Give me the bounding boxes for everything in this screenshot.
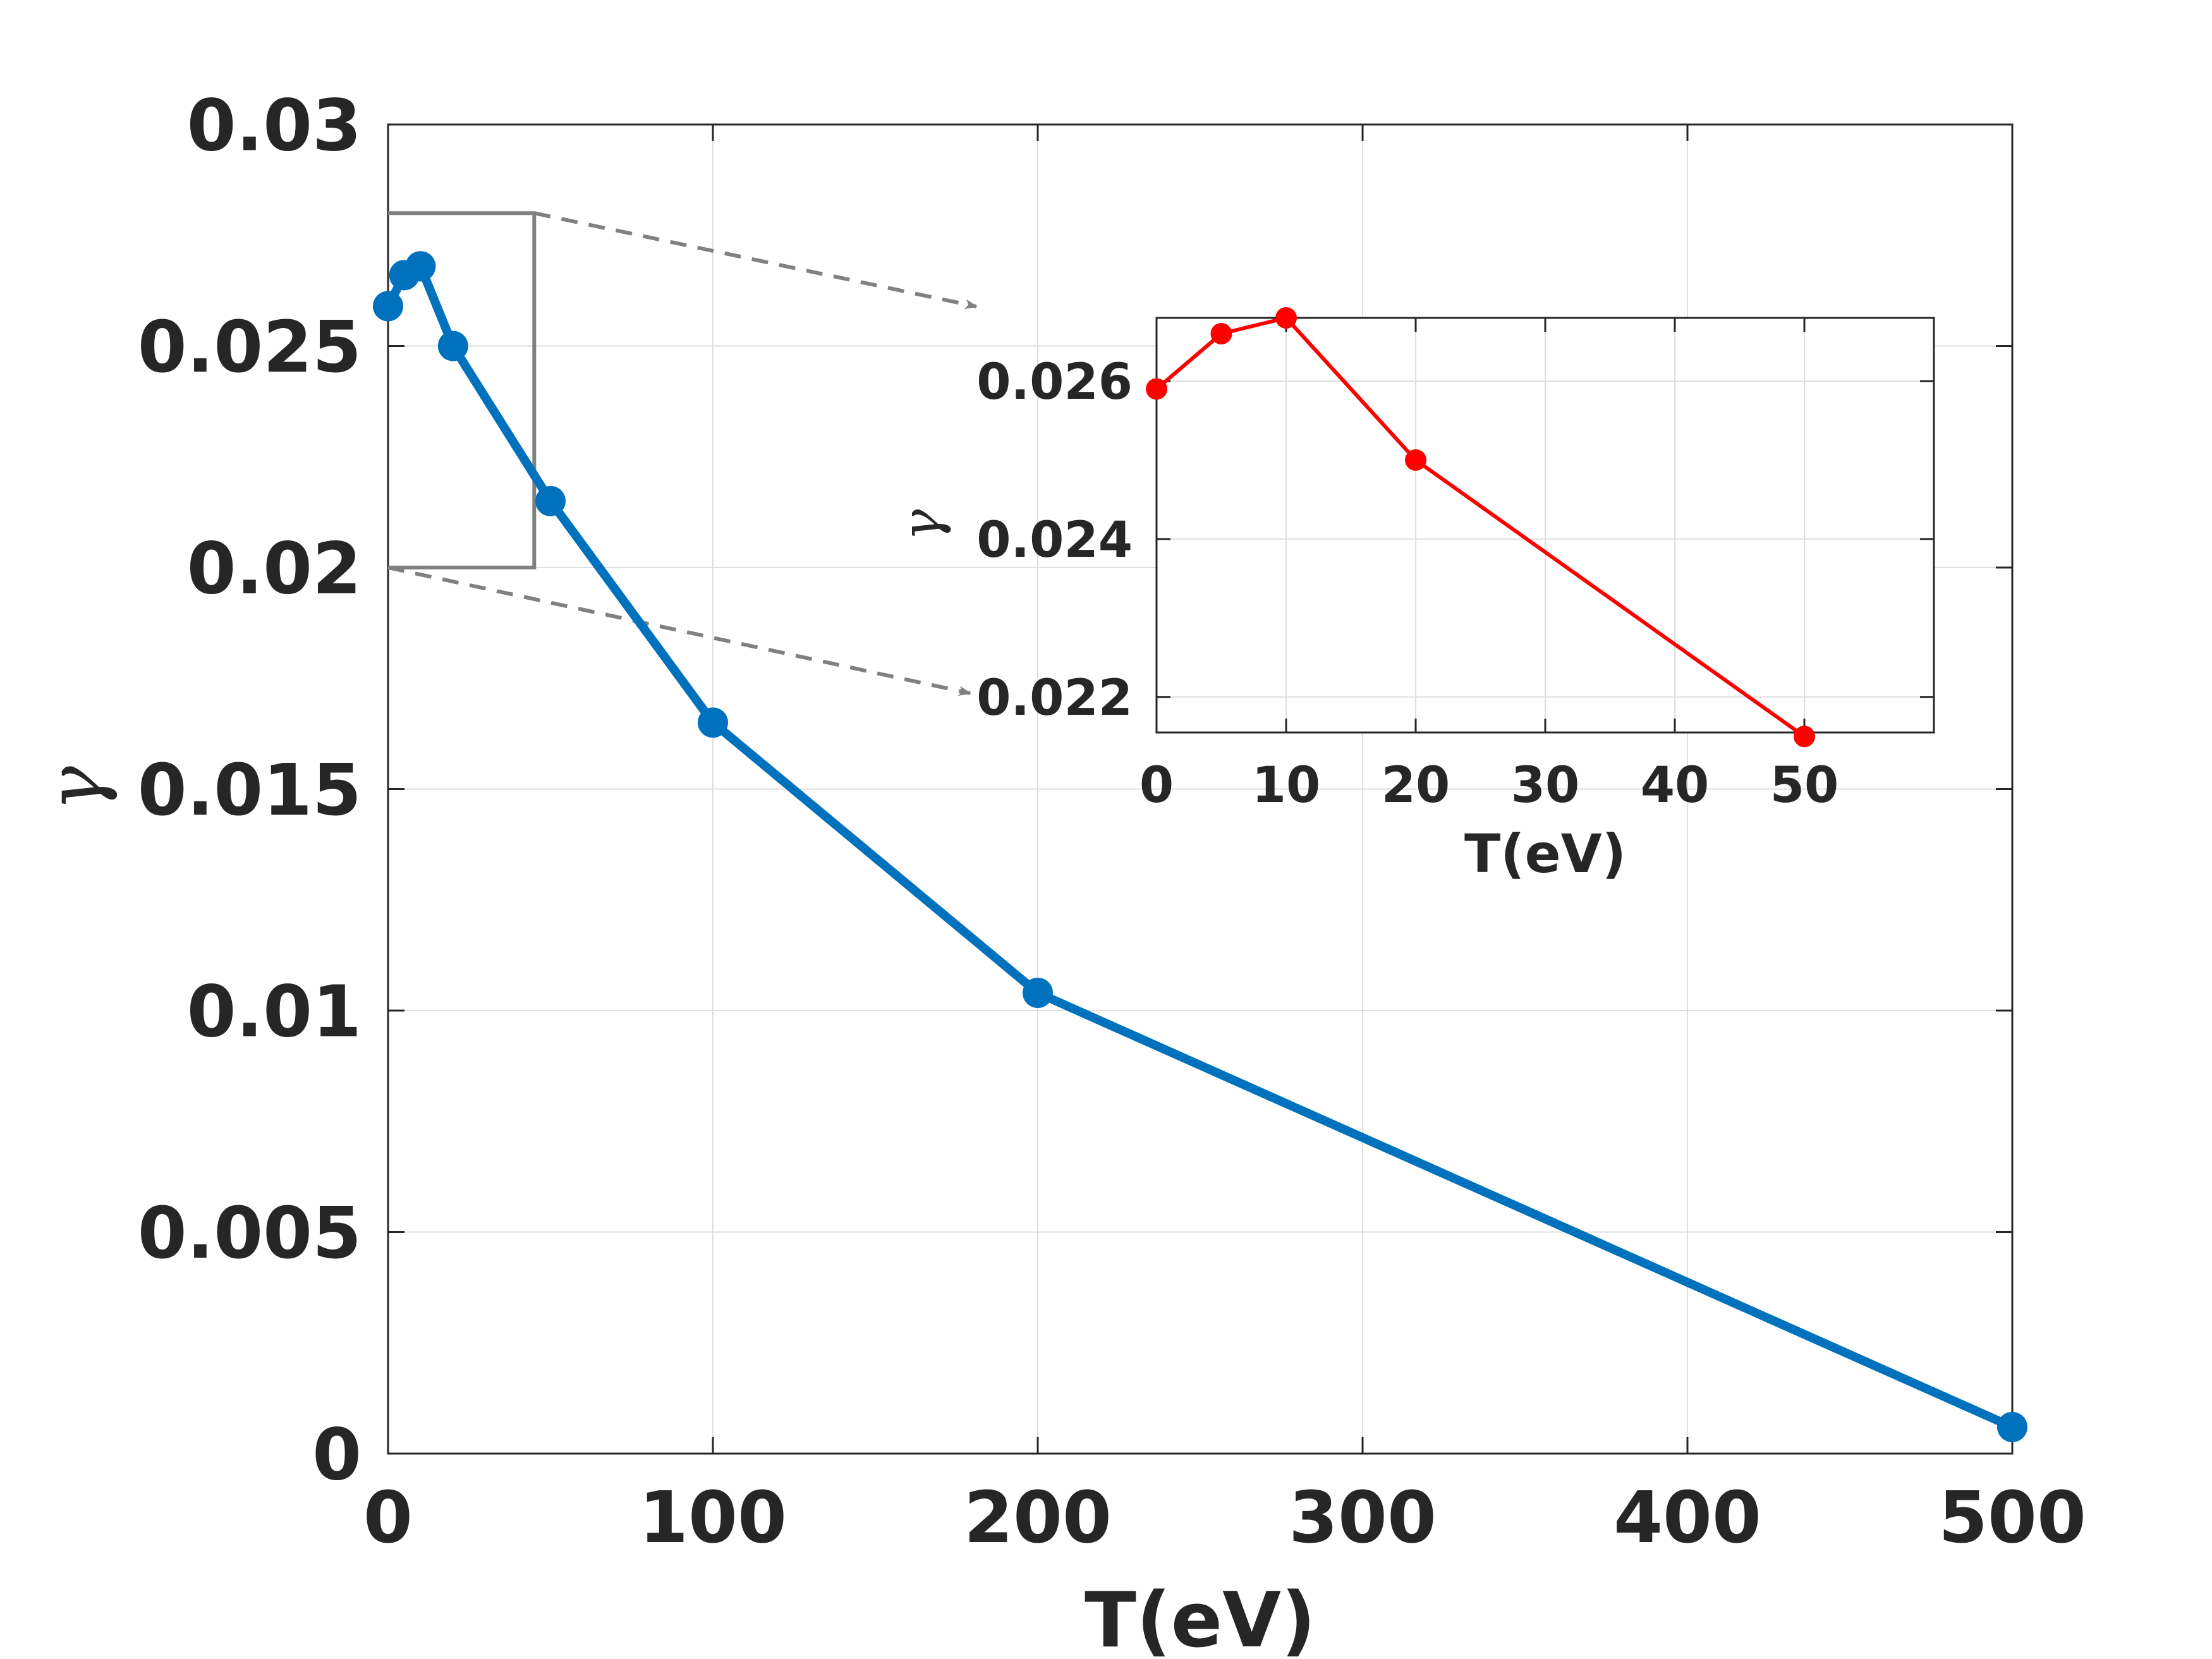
- inset-series: [1146, 307, 1815, 748]
- main-y-tick-labels: 0 0.005 0.01 0.015 0.02 0.025 0.03: [138, 85, 362, 1496]
- main-x-tick-labels: 0 100 200 300 400 500: [363, 1477, 2086, 1559]
- data-point: [1210, 322, 1232, 344]
- zoom-indicator: [387, 211, 978, 696]
- inset-x-axis-label: T(eV): [1464, 823, 1626, 885]
- x-tick-label: 400: [1613, 1477, 1761, 1559]
- data-point: [698, 707, 728, 738]
- y-tick-label: 0.022: [976, 670, 1133, 727]
- y-tick-label: 0.03: [187, 85, 362, 167]
- x-tick-label: 100: [639, 1477, 787, 1559]
- inset-grid: [1157, 318, 1934, 732]
- x-tick-label: 0: [363, 1477, 413, 1559]
- y-tick-label: 0.026: [976, 354, 1133, 411]
- x-tick-label: 40: [1641, 757, 1710, 814]
- inset-y-tick-labels: 0.022 0.024 0.026: [976, 354, 1133, 727]
- zoom-arrow-top: [533, 211, 978, 310]
- x-tick-label: 20: [1382, 757, 1450, 814]
- data-point: [373, 291, 403, 322]
- zoom-region-box: [388, 211, 537, 569]
- main-x-axis-label: T(eV): [1085, 1577, 1316, 1659]
- data-point: [1405, 449, 1426, 471]
- data-point: [535, 485, 566, 516]
- x-tick-label: 500: [1938, 1477, 2086, 1559]
- data-point: [1997, 1411, 2027, 1442]
- x-tick-label: 10: [1252, 757, 1321, 814]
- y-tick-label: 0.024: [976, 512, 1133, 569]
- x-tick-label: 50: [1770, 757, 1839, 814]
- x-tick-label: 300: [1289, 1477, 1437, 1559]
- main-y-axis-label: γ: [32, 766, 119, 811]
- data-point: [1146, 378, 1167, 400]
- x-tick-label: 30: [1511, 757, 1580, 814]
- data-point: [1794, 726, 1815, 748]
- data-point: [405, 251, 436, 282]
- data-point: [1023, 977, 1053, 1008]
- x-tick-label: 200: [964, 1477, 1112, 1559]
- y-tick-label: 0.025: [138, 307, 362, 389]
- inset-plot: 0 10 20 30 40 50 0.022 0.024 0.026 T(eV) γ: [890, 307, 1935, 885]
- main-series: [373, 251, 2027, 1442]
- data-point: [437, 331, 468, 362]
- main-plot-frame: [387, 123, 2014, 1455]
- inset-x-tick-labels: 0 10 20 30 40 50: [1139, 757, 1838, 814]
- y-tick-label: 0.015: [138, 750, 362, 832]
- inset-y-axis-label: γ: [890, 509, 952, 541]
- y-tick-label: 0.005: [138, 1193, 362, 1275]
- x-tick-label: 0: [1139, 757, 1174, 814]
- y-tick-label: 0.01: [187, 971, 362, 1053]
- zoom-arrow-bottom: [387, 566, 971, 696]
- y-tick-label: 0.02: [187, 528, 362, 610]
- data-point: [1275, 307, 1297, 329]
- y-tick-label: 0: [312, 1414, 362, 1496]
- inset-plot-frame: [1155, 317, 1935, 734]
